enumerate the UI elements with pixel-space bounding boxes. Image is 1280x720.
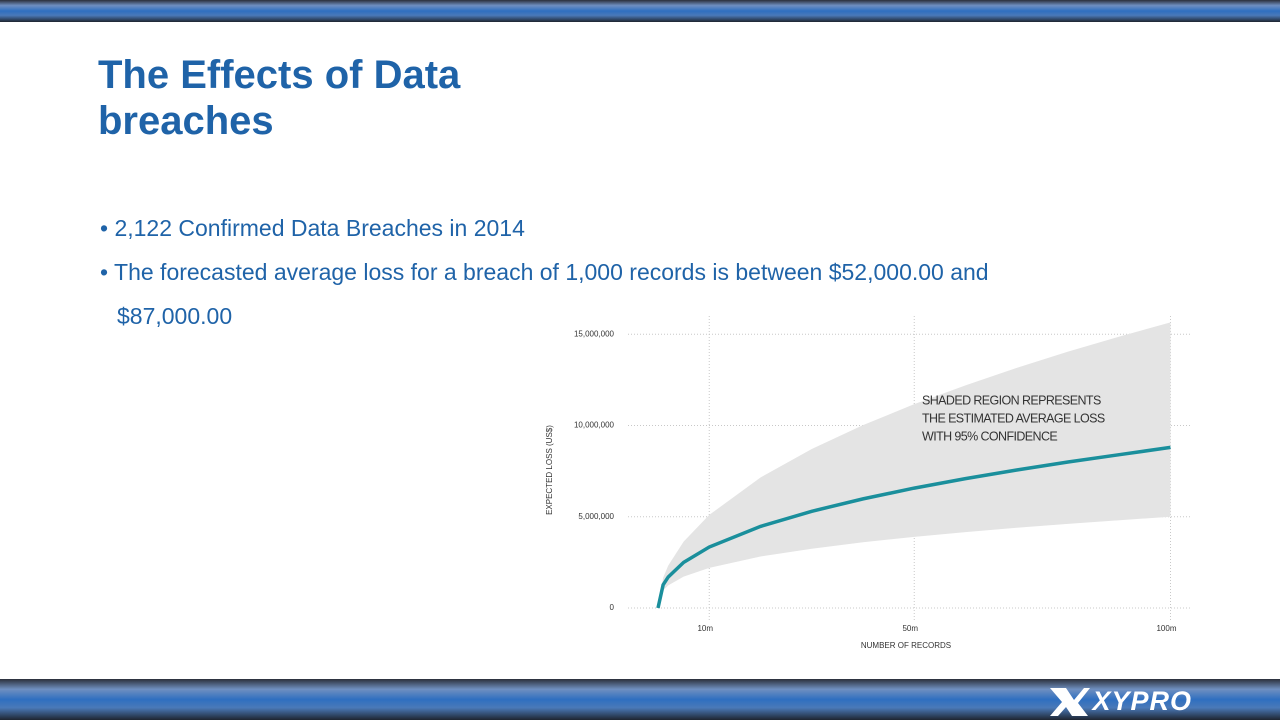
- annotation: THE ESTIMATED AVERAGE LOSS: [922, 411, 1105, 425]
- bullet-list: 2,122 Confirmed Data Breaches in 2014 Th…: [100, 206, 1000, 338]
- y-tick-label: 0: [610, 603, 615, 612]
- y-axis-label: EXPECTED LOSS (US$): [545, 425, 554, 515]
- top-bar: [0, 0, 1280, 22]
- annotation: SHADED REGION REPRESENTS: [922, 393, 1101, 407]
- x-tick-label: 10m: [697, 624, 713, 633]
- title: The Effects of Data breaches: [98, 53, 461, 143]
- bullet: 2,122 Confirmed Data Breaches in 2014: [100, 206, 1000, 250]
- bullet: The forecasted average loss for a breach…: [100, 250, 1000, 338]
- x-tick-label: 50m: [902, 624, 918, 633]
- logo-mark: [1050, 688, 1090, 716]
- y-tick-label: 10,000,000: [574, 421, 615, 430]
- x-tick-label: 100m: [1156, 624, 1176, 633]
- x-axis-label: NUMBER OF RECORDS: [861, 641, 951, 650]
- logo: XYPRO: [1092, 686, 1192, 716]
- confidence-band: [658, 322, 1171, 608]
- estimate-line: [656, 445, 1171, 609]
- y-tick-label: 15,000,000: [574, 329, 615, 338]
- annotation: WITH 95% CONFIDENCE: [922, 429, 1057, 443]
- y-tick-label: 5,000,000: [578, 512, 614, 521]
